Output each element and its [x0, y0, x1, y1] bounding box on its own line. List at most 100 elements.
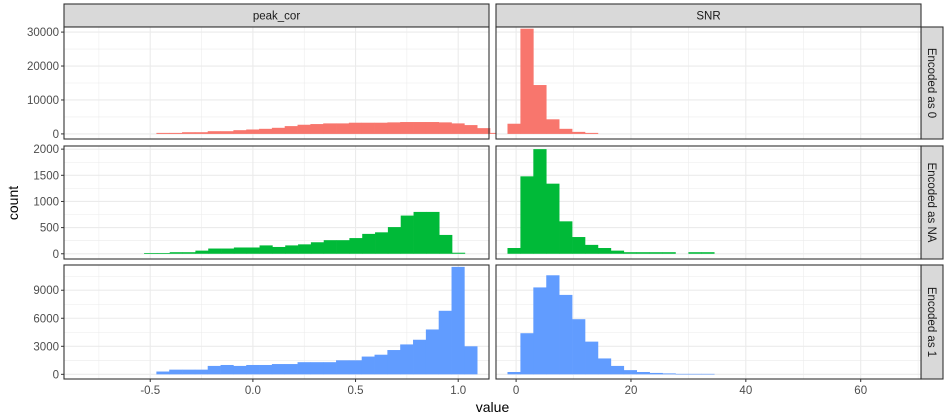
histogram-bar [310, 242, 325, 254]
x-tick-label: 0.5 [348, 385, 364, 397]
histogram-bar [451, 123, 465, 134]
histogram-bar [636, 371, 650, 375]
histogram-bar [208, 248, 222, 254]
histogram-bar [336, 123, 350, 134]
histogram-bar [585, 341, 599, 375]
histogram-bar [323, 240, 337, 254]
x-axis-title: value [476, 399, 510, 415]
histogram-bar [572, 237, 586, 254]
x-tick-label: 0 [513, 385, 519, 397]
histogram-bar [400, 215, 414, 254]
x-tick-label: 1.0 [450, 385, 466, 397]
histogram-bar [182, 252, 196, 254]
histogram-bar [533, 287, 547, 375]
histogram-bar [233, 365, 247, 375]
x-tick-label: 20 [625, 385, 638, 397]
x-tick-label: 60 [854, 385, 867, 397]
histogram-bar [323, 362, 337, 375]
histogram-bar [559, 221, 573, 254]
histogram-bars [156, 266, 478, 375]
histogram-bar [597, 248, 612, 254]
histogram-bar [559, 294, 573, 375]
facet-strip-label: Encoded as 0 [925, 48, 937, 118]
y-axis-encoded-as-0: 0 10000 20000 30000 [27, 27, 64, 141]
histogram-bar [387, 227, 402, 254]
histogram-bar [361, 122, 375, 134]
histogram-bar [675, 373, 689, 375]
histogram-bar [233, 130, 247, 134]
histogram-bar [284, 126, 298, 134]
histogram-bar [477, 128, 491, 134]
histogram-bar [413, 211, 427, 254]
histogram-bar [413, 339, 427, 375]
histogram-bar [438, 310, 452, 375]
histogram-bar [310, 362, 324, 375]
panel-peak-cor-encoded-as-0 [63, 26, 504, 140]
facet-strip-label: Encoded as NA [925, 163, 937, 243]
histogram-bar [207, 365, 221, 375]
histogram-bar [623, 252, 638, 254]
histogram-bar [585, 132, 599, 134]
y-tick-label: 20000 [27, 61, 59, 73]
histogram-bar [349, 238, 363, 254]
histogram-bar [585, 244, 599, 254]
histogram-bar [438, 122, 452, 134]
panel-peak-cor-encoded-as-1 [63, 264, 490, 380]
panel-snr-encoded-as-na [495, 145, 922, 260]
histogram-bar [156, 132, 170, 134]
histogram-bar [298, 244, 312, 254]
histogram-bar [387, 122, 401, 134]
histogram-bar [425, 329, 439, 375]
y-tick-label: 1000 [33, 196, 59, 208]
histogram-bar [387, 350, 401, 375]
y-tick-label: 2000 [33, 144, 59, 156]
histogram-bar [464, 125, 478, 134]
y-tick-label: 30000 [27, 27, 59, 39]
histogram-bar [572, 131, 586, 134]
histogram-bar [507, 248, 521, 254]
y-tick-label: 500 [40, 223, 59, 235]
histogram-bar [259, 128, 273, 134]
x-tick-label: -0.5 [140, 385, 160, 397]
histogram-bar [285, 245, 299, 254]
y-tick-label: 9000 [33, 285, 59, 297]
facet-strip-encoded-as-1: Encoded as 1 [920, 264, 944, 380]
y-axis-title: count [5, 186, 21, 220]
histogram-bar [220, 364, 234, 375]
histogram-bar [546, 119, 560, 134]
y-tick-label: 10000 [27, 95, 59, 107]
y-axis-encoded-as-na: 0 500 1000 1500 2000 [33, 144, 64, 261]
histogram-bar [259, 245, 273, 254]
histogram-bar [636, 252, 650, 254]
histogram-bar [572, 319, 586, 375]
histogram-bar [348, 360, 363, 375]
histogram-bar [533, 149, 547, 254]
histogram-bar [271, 127, 286, 134]
x-axis-peak-cor: -0.5 0.0 0.5 1.0 [140, 379, 466, 397]
x-axis-snr: 0 20 40 60 [513, 379, 867, 397]
histogram-bar [375, 232, 389, 254]
histogram-bar [425, 122, 439, 134]
panel-snr-encoded-as-0 [495, 26, 922, 140]
y-tick-label: 0 [53, 369, 59, 381]
histogram-bar [169, 132, 183, 134]
histogram-bar [662, 252, 676, 254]
histogram-bar [271, 364, 286, 375]
histogram-bar [610, 365, 625, 375]
histogram-bar [156, 252, 171, 254]
histogram-bar [649, 372, 663, 375]
facet-strip-encoded-as-0: Encoded as 0 [920, 26, 944, 140]
histogram-bar [336, 240, 350, 254]
histogram-bar [374, 122, 388, 134]
histogram-bar [400, 344, 414, 375]
histogram-bar [144, 252, 158, 254]
y-axis-encoded-as-1: 0 3000 6000 9000 [33, 285, 64, 381]
y-tick-label: 3000 [33, 341, 59, 353]
histogram-bars [507, 149, 715, 254]
histogram-bar [156, 371, 170, 375]
histogram-bar [182, 132, 196, 134]
histogram-bar [662, 373, 676, 375]
histogram-bar [310, 124, 324, 134]
histogram-bar [348, 122, 363, 134]
